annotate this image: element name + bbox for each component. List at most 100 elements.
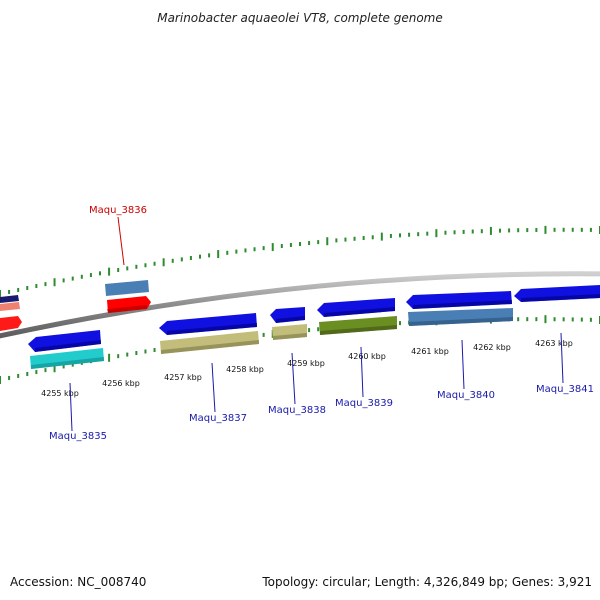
tick-minor [535, 317, 538, 322]
gene-maqu-3835[interactable] [28, 330, 101, 352]
tick-minor [535, 227, 538, 232]
tick-minor [308, 328, 311, 333]
tick-minor [362, 236, 365, 241]
kbp-label: 4259 kbp [287, 359, 325, 368]
tick-minor [80, 274, 83, 279]
tick-major [0, 376, 1, 384]
gene-leader-line [291, 352, 296, 405]
gene-label-maqu-3839[interactable]: Maqu_3839 [335, 398, 393, 409]
tick-major [326, 237, 329, 246]
kbp-label: 4258 kbp [226, 365, 264, 374]
tick-minor [144, 349, 147, 354]
gene-leader-line [117, 216, 125, 266]
tick-minor [35, 284, 38, 289]
gene-partial-salmon[interactable] [0, 302, 20, 311]
tick-major [489, 226, 492, 235]
tick-minor [62, 364, 65, 369]
tick-minor [62, 278, 65, 283]
tick-major [108, 353, 111, 362]
tick-minor [262, 332, 265, 337]
gene-label-maqu-3841[interactable]: Maqu_3841 [536, 384, 594, 395]
tick-minor [526, 228, 529, 233]
tick-minor [71, 276, 74, 281]
kbp-label: 4257 kbp [164, 373, 202, 382]
tick-minor [471, 229, 474, 234]
tick-minor [44, 282, 47, 287]
tick-minor [235, 249, 238, 254]
tick-minor [317, 327, 320, 332]
tick-major [108, 267, 111, 276]
tick-minor [499, 228, 501, 233]
tick-major [0, 290, 1, 298]
tick-minor [526, 317, 529, 322]
tick-minor [462, 229, 465, 234]
tick-minor [562, 317, 565, 322]
tick-minor [480, 229, 483, 234]
gene-partial-red[interactable] [0, 316, 22, 331]
gene-maqu-3836-upper[interactable] [105, 280, 149, 296]
gene-label-maqu-3835[interactable]: Maqu_3835 [49, 431, 107, 442]
gene-label-maqu-3840[interactable]: Maqu_3840 [437, 390, 495, 401]
tick-minor [262, 246, 265, 251]
tick-minor [126, 266, 129, 271]
gene-leader-line [69, 382, 73, 432]
kbp-labels: 4255 kbp 4256 kbp 4257 kbp 4258 kbp 4259 kbp… [41, 339, 573, 398]
tick-major [162, 258, 165, 267]
gene-label-maqu-3836[interactable]: Maqu_3836 [89, 205, 147, 216]
gene-label-maqu-3838[interactable]: Maqu_3838 [268, 405, 326, 416]
tick-minor [308, 241, 311, 246]
tick-minor [399, 233, 401, 238]
tick-minor [417, 232, 420, 237]
tick-minor [35, 370, 38, 375]
tick-minor [553, 317, 556, 322]
kbp-label: 4256 kbp [102, 379, 140, 388]
tick-minor [571, 317, 574, 322]
tick-minor [153, 348, 156, 353]
tick-minor [589, 227, 592, 232]
tick-minor [135, 264, 138, 269]
tick-minor [571, 227, 574, 232]
tick-major [435, 229, 438, 238]
tick-minor [135, 351, 138, 356]
gene-features [0, 280, 600, 369]
gene-leader-line [360, 346, 364, 398]
tick-minor [444, 230, 447, 235]
tick-major [53, 278, 56, 287]
tick-minor [589, 317, 592, 322]
tick-minor [580, 227, 583, 232]
gene-labels: Maqu_3835 Maqu_3836 Maqu_3837 Maqu_3838 Maqu… [49, 205, 594, 442]
genome-backbone [0, 271, 600, 339]
tick-minor [371, 235, 374, 240]
tick-minor [126, 352, 129, 357]
tick-minor [44, 368, 47, 373]
tick-minor [353, 236, 356, 241]
gene-partial-navy[interactable] [0, 295, 19, 303]
tick-minor [26, 371, 29, 376]
tick-minor [17, 287, 20, 292]
tick-major [217, 250, 220, 259]
tick-minor [399, 321, 401, 326]
tick-minor [389, 233, 392, 238]
tick-minor [562, 227, 565, 232]
tick-row-outer [0, 225, 600, 298]
gene-maqu-3837[interactable] [159, 313, 257, 335]
tick-minor [289, 242, 292, 247]
tick-minor [153, 261, 156, 266]
tick-major [271, 243, 274, 252]
tick-minor [171, 258, 174, 263]
tick-minor [89, 273, 92, 278]
tick-minor [208, 253, 211, 258]
gene-label-maqu-3837[interactable]: Maqu_3837 [189, 413, 247, 424]
kbp-label: 4262 kbp [473, 343, 511, 352]
gene-leader-line [211, 362, 216, 413]
tick-minor [71, 362, 74, 367]
tick-major [544, 315, 547, 324]
tick-minor [580, 317, 583, 322]
tick-minor [199, 254, 201, 259]
tick-minor [117, 268, 120, 273]
tick-minor [180, 257, 183, 262]
tick-minor [508, 228, 511, 233]
tick-major [380, 232, 383, 241]
tick-minor [226, 250, 229, 255]
